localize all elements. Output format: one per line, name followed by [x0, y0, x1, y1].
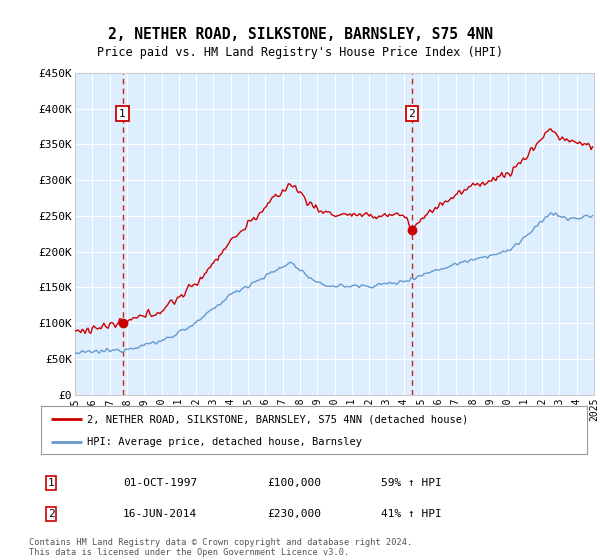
Text: Contains HM Land Registry data © Crown copyright and database right 2024.
This d: Contains HM Land Registry data © Crown c… [29, 538, 412, 557]
Text: 16-JUN-2014: 16-JUN-2014 [123, 508, 197, 519]
Text: 2: 2 [47, 508, 55, 519]
Text: 1: 1 [47, 478, 55, 488]
Text: £100,000: £100,000 [267, 478, 321, 488]
Text: Price paid vs. HM Land Registry's House Price Index (HPI): Price paid vs. HM Land Registry's House … [97, 46, 503, 59]
Text: HPI: Average price, detached house, Barnsley: HPI: Average price, detached house, Barn… [87, 437, 362, 447]
Text: £230,000: £230,000 [267, 508, 321, 519]
Text: 59% ↑ HPI: 59% ↑ HPI [381, 478, 442, 488]
Text: 01-OCT-1997: 01-OCT-1997 [123, 478, 197, 488]
Text: 41% ↑ HPI: 41% ↑ HPI [381, 508, 442, 519]
Text: 2: 2 [408, 109, 415, 119]
Text: 1: 1 [119, 109, 126, 119]
Text: 2, NETHER ROAD, SILKSTONE, BARNSLEY, S75 4NN: 2, NETHER ROAD, SILKSTONE, BARNSLEY, S75… [107, 27, 493, 42]
Text: 2, NETHER ROAD, SILKSTONE, BARNSLEY, S75 4NN (detached house): 2, NETHER ROAD, SILKSTONE, BARNSLEY, S75… [87, 414, 469, 424]
